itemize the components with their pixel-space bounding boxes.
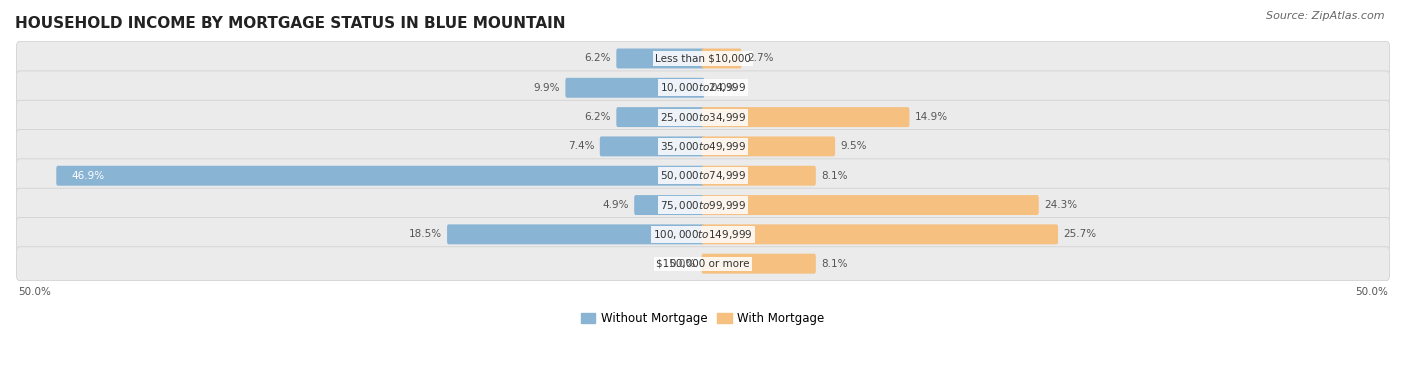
Legend: Without Mortgage, With Mortgage: Without Mortgage, With Mortgage [576, 308, 830, 330]
FancyBboxPatch shape [702, 254, 815, 274]
FancyBboxPatch shape [17, 188, 1389, 222]
FancyBboxPatch shape [17, 217, 1389, 251]
Text: 0.0%: 0.0% [669, 259, 696, 269]
Text: 24.3%: 24.3% [1045, 200, 1077, 210]
Text: 8.1%: 8.1% [821, 259, 848, 269]
FancyBboxPatch shape [17, 247, 1389, 280]
Text: $100,000 to $149,999: $100,000 to $149,999 [654, 228, 752, 241]
Text: HOUSEHOLD INCOME BY MORTGAGE STATUS IN BLUE MOUNTAIN: HOUSEHOLD INCOME BY MORTGAGE STATUS IN B… [15, 15, 565, 31]
Text: 4.9%: 4.9% [602, 200, 628, 210]
Text: Less than $10,000: Less than $10,000 [655, 53, 751, 64]
Text: 50.0%: 50.0% [1355, 287, 1388, 296]
FancyBboxPatch shape [565, 78, 704, 98]
FancyBboxPatch shape [600, 136, 704, 156]
FancyBboxPatch shape [17, 130, 1389, 163]
FancyBboxPatch shape [702, 195, 1039, 215]
Text: 9.9%: 9.9% [533, 83, 560, 93]
Text: $50,000 to $74,999: $50,000 to $74,999 [659, 169, 747, 182]
FancyBboxPatch shape [447, 225, 704, 244]
FancyBboxPatch shape [702, 136, 835, 156]
Text: 7.4%: 7.4% [568, 141, 595, 152]
Text: 25.7%: 25.7% [1063, 229, 1097, 239]
Text: 6.2%: 6.2% [585, 53, 610, 64]
FancyBboxPatch shape [702, 166, 815, 186]
FancyBboxPatch shape [17, 100, 1389, 134]
Text: 8.1%: 8.1% [821, 171, 848, 181]
FancyBboxPatch shape [17, 42, 1389, 75]
FancyBboxPatch shape [634, 195, 704, 215]
Text: 50.0%: 50.0% [18, 287, 51, 296]
FancyBboxPatch shape [702, 48, 741, 68]
FancyBboxPatch shape [616, 107, 704, 127]
Text: $35,000 to $49,999: $35,000 to $49,999 [659, 140, 747, 153]
Text: Source: ZipAtlas.com: Source: ZipAtlas.com [1267, 11, 1385, 21]
Text: 18.5%: 18.5% [408, 229, 441, 239]
Text: $25,000 to $34,999: $25,000 to $34,999 [659, 111, 747, 124]
Text: 2.7%: 2.7% [747, 53, 773, 64]
FancyBboxPatch shape [56, 166, 704, 186]
FancyBboxPatch shape [17, 159, 1389, 192]
Text: $75,000 to $99,999: $75,000 to $99,999 [659, 198, 747, 212]
Text: $10,000 to $24,999: $10,000 to $24,999 [659, 81, 747, 94]
Text: 6.2%: 6.2% [585, 112, 610, 122]
Text: 9.5%: 9.5% [841, 141, 868, 152]
FancyBboxPatch shape [702, 225, 1057, 244]
Text: 0.0%: 0.0% [710, 83, 737, 93]
Text: 14.9%: 14.9% [915, 112, 948, 122]
FancyBboxPatch shape [616, 48, 704, 68]
FancyBboxPatch shape [702, 107, 910, 127]
Text: 46.9%: 46.9% [72, 171, 104, 181]
FancyBboxPatch shape [17, 71, 1389, 105]
Text: $150,000 or more: $150,000 or more [657, 259, 749, 269]
